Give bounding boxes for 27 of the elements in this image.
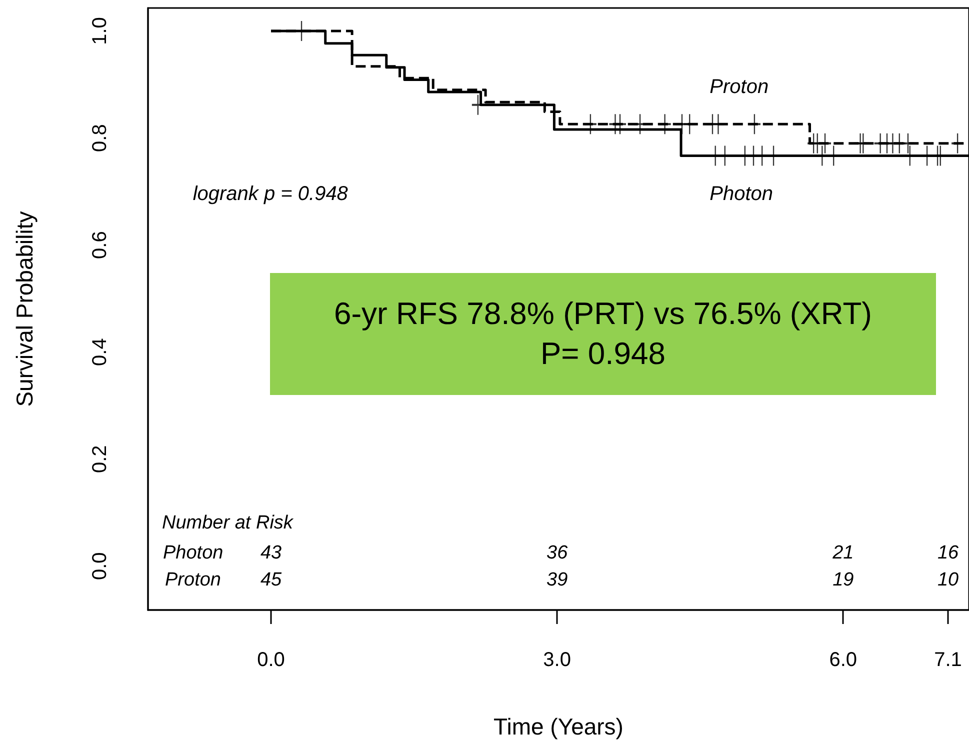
series-label: Photon: [710, 183, 774, 206]
y-tick-label: 0.0: [89, 552, 111, 580]
callout-box: 6-yr RFS 78.8% (PRT) vs 76.5% (XRT) P= 0.948: [270, 273, 936, 395]
annotation: 10: [937, 570, 960, 590]
annotation: 36: [546, 542, 568, 564]
annotation: 21: [832, 542, 854, 564]
y-tick-label: 0.6: [89, 231, 111, 259]
annotation: Number at Risk: [162, 512, 294, 534]
x-tick-label: 7.1: [934, 649, 962, 671]
x-tick-label: 3.0: [543, 649, 571, 671]
annotation: 16: [937, 542, 960, 564]
annotation: Proton: [165, 570, 221, 590]
annotation: 45: [260, 570, 282, 590]
y-tick-label: 0.2: [89, 445, 111, 474]
y-tick-label: 0.8: [89, 124, 111, 152]
series-label: Proton: [710, 76, 769, 98]
annotation: 19: [832, 570, 854, 590]
annotation: 43: [260, 542, 282, 564]
y-tick-label: 0.4: [89, 338, 111, 366]
y-tick-label: 1.0: [89, 17, 111, 45]
y-axis-title: Survival Probability: [12, 210, 38, 407]
x-tick-label: 0.0: [257, 649, 285, 671]
x-tick-label: 6.0: [829, 649, 858, 671]
x-axis-title: Time (Years): [494, 714, 624, 740]
annotation: Photon: [163, 542, 224, 564]
annotation: 39: [546, 570, 568, 590]
annotation: logrank p = 0.948: [192, 183, 348, 206]
